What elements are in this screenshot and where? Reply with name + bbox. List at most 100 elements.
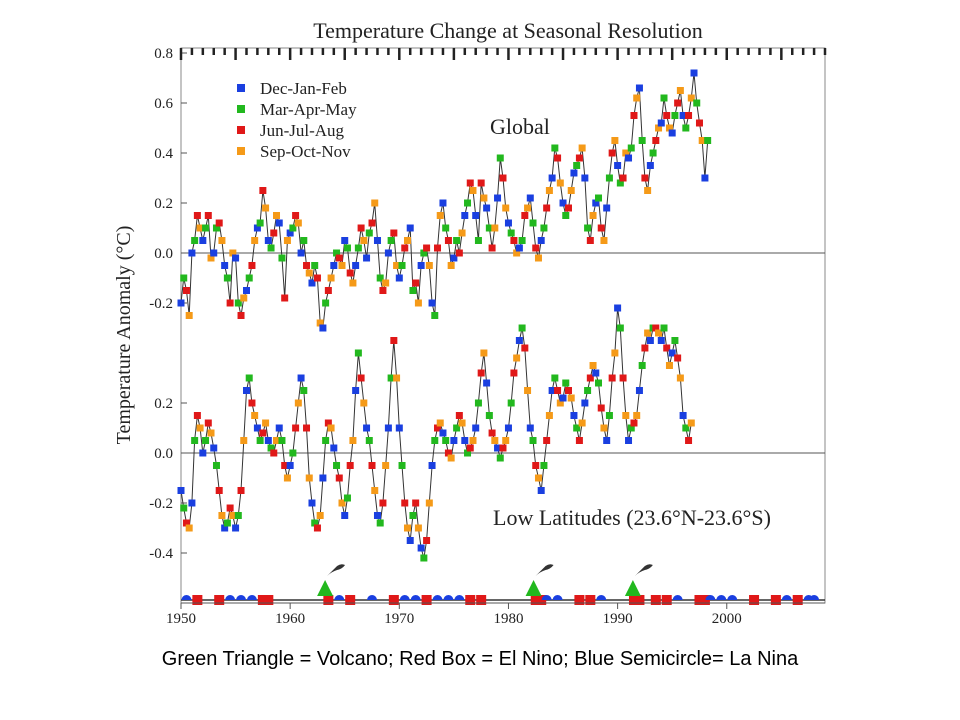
- data-point: [223, 519, 231, 527]
- volcano-triangle: [624, 580, 641, 596]
- data-point: [619, 374, 627, 382]
- data-point: [182, 287, 190, 294]
- data-point: [447, 262, 455, 269]
- data-point: [534, 474, 542, 482]
- data-point: [373, 512, 381, 519]
- legend-marker: [237, 147, 245, 155]
- data-point: [472, 424, 480, 432]
- data-point: [687, 419, 695, 427]
- data-point: [453, 237, 461, 244]
- data-point: [177, 299, 185, 307]
- el-nino-box: [530, 595, 541, 605]
- panel-0: 0.8 0.6 0.4 0.2 0.0 -0.2 Global: [149, 46, 825, 332]
- data-point: [496, 154, 504, 162]
- data-point: [188, 499, 196, 507]
- data-point: [294, 219, 302, 227]
- el-nino-box: [694, 595, 705, 605]
- data-point: [504, 424, 512, 432]
- data-point: [232, 254, 240, 262]
- data-point: [256, 437, 264, 444]
- data-point: [212, 224, 220, 232]
- data-point: [447, 454, 455, 462]
- data-point: [513, 249, 521, 257]
- data-point: [690, 69, 698, 77]
- data-point: [212, 462, 220, 469]
- la-nina-semicircle: [454, 595, 465, 600]
- data-point: [245, 274, 253, 282]
- data-point: [215, 219, 223, 227]
- y-tick-label: 0.2: [154, 396, 173, 412]
- data-point: [234, 512, 242, 519]
- data-point: [529, 219, 537, 227]
- data-point: [491, 224, 499, 232]
- la-nina-semicircle: [727, 595, 738, 600]
- data-point: [409, 512, 417, 519]
- data-point: [177, 487, 185, 494]
- data-point: [562, 379, 570, 387]
- volcano-triangle: [525, 580, 542, 596]
- la-nina-semicircle: [367, 595, 378, 600]
- x-tick-label: 2000: [712, 611, 742, 627]
- data-point: [608, 374, 616, 382]
- data-point: [420, 554, 428, 562]
- data-point: [357, 224, 365, 232]
- data-point: [584, 224, 592, 232]
- data-point: [510, 369, 518, 377]
- data-point: [248, 262, 256, 269]
- data-point: [423, 537, 431, 544]
- el-nino-box: [192, 595, 203, 605]
- data-point: [507, 229, 515, 237]
- data-point: [671, 112, 679, 119]
- data-point: [218, 237, 226, 244]
- data-point: [382, 462, 390, 469]
- data-point: [586, 374, 594, 382]
- data-point: [529, 437, 537, 444]
- data-point: [665, 362, 673, 369]
- data-point: [597, 404, 605, 412]
- data-point: [652, 137, 660, 144]
- data-point: [611, 349, 619, 357]
- data-point: [349, 437, 357, 444]
- data-point: [436, 419, 444, 427]
- data-point: [646, 162, 654, 169]
- data-point: [316, 319, 324, 327]
- data-point: [578, 419, 586, 427]
- la-nina-semicircle: [541, 595, 552, 600]
- data-point: [333, 462, 341, 469]
- data-point: [567, 187, 575, 194]
- data-point: [275, 424, 283, 432]
- data-point: [343, 494, 351, 502]
- data-point: [439, 199, 447, 207]
- data-point: [210, 249, 218, 257]
- data-point: [439, 429, 447, 437]
- la-nina-semicircle: [596, 595, 607, 600]
- data-point: [242, 287, 250, 294]
- legend-marker: [237, 105, 245, 113]
- data-point: [319, 324, 327, 332]
- el-nino-box: [699, 595, 710, 605]
- data-point: [469, 187, 477, 194]
- el-nino-box: [661, 595, 672, 605]
- data-point: [283, 474, 291, 482]
- data-point: [578, 144, 586, 152]
- data-point: [303, 424, 311, 432]
- panel-1: 0.2 0.0 -0.2 -0.4 Low Latitudes (23.6°N-23.6…: [149, 304, 825, 562]
- data-point: [204, 212, 212, 219]
- data-point: [655, 124, 663, 132]
- data-point: [305, 269, 313, 277]
- data-point: [305, 474, 313, 482]
- data-point: [474, 237, 482, 244]
- data-point: [406, 224, 414, 232]
- data-point: [273, 437, 281, 444]
- data-point: [556, 179, 564, 187]
- data-point: [551, 374, 559, 382]
- data-point: [180, 274, 188, 282]
- el-nino-box: [634, 595, 645, 605]
- data-point: [494, 444, 502, 452]
- data-point: [595, 194, 603, 202]
- data-point: [693, 99, 701, 107]
- data-point: [674, 99, 682, 107]
- data-point: [395, 274, 403, 282]
- el-nino-box: [628, 595, 639, 605]
- el-nino-box: [421, 595, 432, 605]
